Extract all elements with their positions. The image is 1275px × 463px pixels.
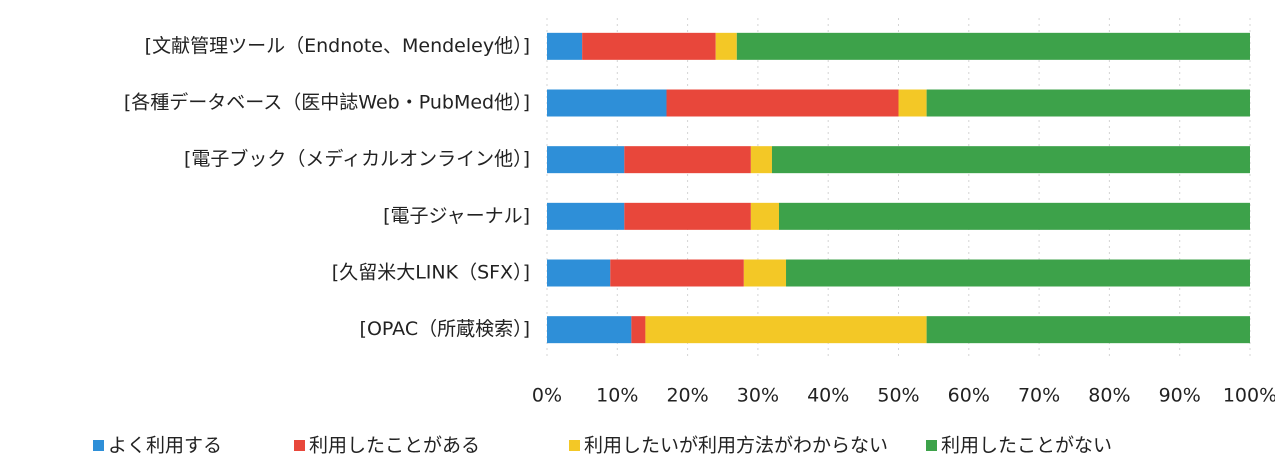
legend-swatch bbox=[294, 440, 305, 451]
bar-segment bbox=[624, 146, 751, 174]
legend-swatch bbox=[93, 440, 104, 451]
bar-segment bbox=[750, 146, 772, 174]
bar-segment bbox=[750, 202, 779, 230]
bar-segment bbox=[645, 316, 927, 344]
x-tick-label: 80% bbox=[1088, 385, 1130, 407]
x-tick-label: 70% bbox=[1018, 385, 1060, 407]
bar-segment bbox=[926, 316, 1250, 344]
x-tick-label: 60% bbox=[948, 385, 990, 407]
x-tick-label: 0% bbox=[532, 385, 562, 407]
legend-label: よく利用する bbox=[108, 435, 222, 457]
bar-segment bbox=[771, 146, 1250, 174]
bar-segment bbox=[547, 146, 625, 174]
y-tick-label: [電子ジャーナル] bbox=[383, 205, 530, 227]
bar-segment bbox=[786, 259, 1250, 287]
legend-label: 利用したいが利用方法がわからない bbox=[584, 435, 888, 457]
bar-segment bbox=[898, 89, 927, 117]
y-tick-label: [OPAC（所蔵検索）] bbox=[360, 318, 530, 340]
legend-label: 利用したことがある bbox=[309, 435, 480, 457]
bar-segment bbox=[624, 202, 751, 230]
bar-segment bbox=[743, 259, 787, 287]
x-tick-label: 20% bbox=[666, 385, 708, 407]
x-tick-label: 30% bbox=[737, 385, 779, 407]
bar-segment bbox=[547, 259, 611, 287]
y-tick-label: [久留米大LINK（SFX）] bbox=[332, 262, 530, 284]
y-tick-label: [電子ブック（メディカルオンライン他）] bbox=[184, 147, 530, 170]
bar-segment bbox=[582, 32, 716, 60]
x-tick-label: 40% bbox=[807, 385, 849, 407]
legend-swatch bbox=[926, 440, 937, 451]
bar-segment bbox=[736, 32, 1250, 60]
bar-segment bbox=[547, 316, 632, 344]
bar-segment bbox=[547, 32, 583, 60]
bar-segment bbox=[547, 202, 625, 230]
x-tick-label: 90% bbox=[1159, 385, 1201, 407]
y-tick-label: [各種データベース（医中誌Web・PubMed他）] bbox=[124, 92, 530, 114]
y-tick-label: [文献管理ツール（Endnote、Mendeley他）] bbox=[145, 35, 530, 57]
x-tick-label: 50% bbox=[877, 385, 919, 407]
x-tick-label: 10% bbox=[596, 385, 638, 407]
bar-segment bbox=[715, 32, 737, 60]
bar-segment bbox=[610, 259, 744, 287]
x-tick-label: 100% bbox=[1223, 385, 1275, 407]
bar-segment bbox=[666, 89, 899, 117]
bar-segment bbox=[926, 89, 1250, 117]
legend-label: 利用したことがない bbox=[941, 435, 1112, 457]
bar-segment bbox=[778, 202, 1250, 230]
legend-swatch bbox=[569, 440, 580, 451]
bar-segment bbox=[547, 89, 667, 117]
bar-segment bbox=[631, 316, 646, 344]
